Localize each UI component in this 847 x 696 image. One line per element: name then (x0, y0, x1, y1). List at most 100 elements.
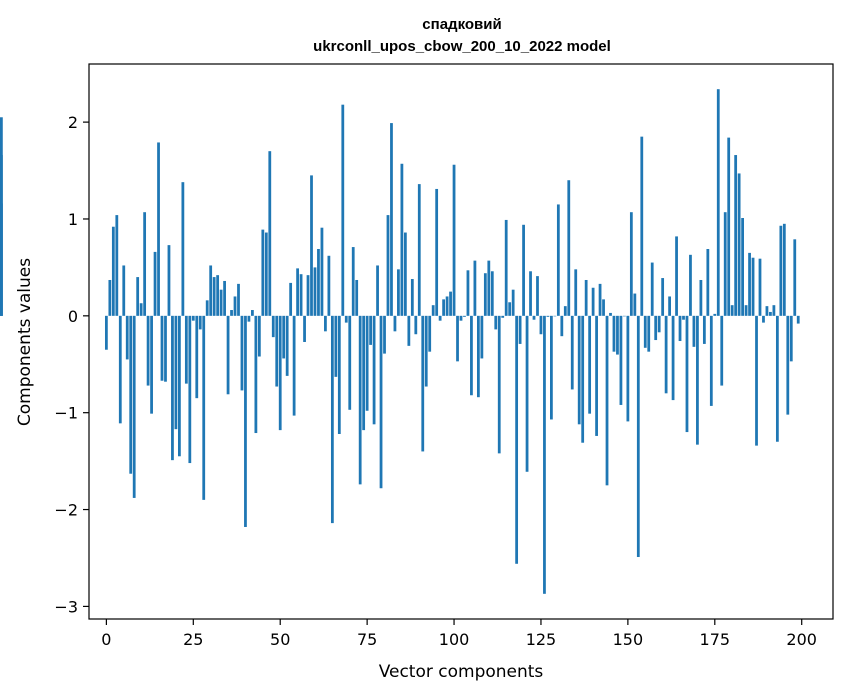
bar (115, 215, 119, 316)
bar (525, 315, 529, 472)
bar (122, 265, 126, 316)
bar (463, 315, 466, 317)
bar (682, 315, 685, 320)
bar (390, 123, 393, 316)
bar (577, 315, 581, 425)
bar (313, 267, 317, 316)
bar (643, 315, 647, 348)
bar (765, 306, 769, 316)
bar (647, 315, 651, 352)
bar (344, 315, 348, 323)
bar (758, 258, 762, 316)
x-tick-label: 125 (526, 630, 557, 649)
chart-title-line1: спадковий (422, 16, 501, 33)
bar (397, 269, 400, 316)
bar (132, 315, 136, 498)
bar (240, 315, 244, 391)
bar (730, 305, 734, 316)
x-axis-label: Vector components (379, 662, 544, 682)
bar (769, 311, 772, 316)
bar (209, 265, 213, 316)
bar (424, 315, 428, 387)
bar (556, 204, 560, 316)
bar (296, 268, 299, 316)
bar (664, 315, 668, 394)
bar (421, 315, 425, 452)
bar (299, 274, 303, 316)
bar (709, 315, 713, 406)
bar (254, 315, 258, 434)
bar (591, 287, 595, 316)
plot-frame (88, 63, 834, 620)
bar (393, 315, 397, 332)
bar (532, 315, 536, 320)
bar (324, 315, 327, 332)
bar (171, 315, 174, 461)
bar (546, 315, 550, 317)
bar (303, 315, 306, 342)
bar (473, 260, 477, 316)
bar (570, 315, 574, 390)
bar (358, 315, 362, 485)
bar (188, 315, 192, 464)
bar (292, 315, 296, 416)
bar (699, 279, 703, 316)
bar (685, 315, 689, 433)
bar (678, 315, 682, 342)
bar (501, 315, 505, 318)
bar (723, 212, 727, 316)
bar (251, 310, 254, 316)
chart-title-line2: ukrconll_upos_cbow_200_10_2022 model (313, 38, 611, 55)
bar (476, 315, 480, 398)
bar (157, 142, 160, 316)
bar (487, 260, 491, 316)
bar (428, 315, 432, 352)
bar (762, 315, 765, 323)
bar (386, 215, 390, 316)
bar (470, 315, 473, 396)
bar (111, 226, 115, 316)
bar (553, 315, 557, 317)
bar (654, 315, 658, 341)
bar (202, 315, 206, 500)
bar (445, 296, 449, 316)
bar (337, 315, 341, 434)
bar (216, 275, 220, 316)
bar (365, 315, 369, 411)
bar (560, 315, 564, 337)
x-axis: 0 25 50 75 100 125 150 175 200 (101, 619, 817, 649)
bar (108, 279, 112, 316)
bar (629, 212, 633, 316)
bar (362, 315, 366, 431)
bar (449, 291, 452, 316)
bar (150, 315, 153, 414)
bar (755, 315, 758, 446)
bar (522, 224, 525, 316)
bar (459, 315, 463, 321)
bar (786, 315, 790, 415)
bar (282, 315, 286, 359)
bar (536, 276, 539, 316)
bar (623, 315, 626, 317)
bar (456, 315, 459, 362)
bar (772, 305, 776, 316)
bar (153, 251, 157, 316)
bar (431, 305, 435, 316)
bar (198, 315, 202, 330)
bar (741, 218, 744, 316)
bar (696, 315, 699, 445)
bar (793, 239, 797, 316)
x-tick-label: 0 (101, 630, 111, 649)
bar (289, 282, 293, 316)
bar (306, 275, 310, 316)
bar (539, 315, 543, 335)
bar (372, 315, 376, 425)
bar (480, 315, 484, 359)
bar (164, 315, 167, 382)
x-tick-label: 150 (613, 630, 644, 649)
bar (230, 310, 233, 316)
bar (174, 315, 178, 430)
bar (550, 315, 553, 420)
bar (619, 315, 623, 405)
bar (184, 315, 188, 384)
